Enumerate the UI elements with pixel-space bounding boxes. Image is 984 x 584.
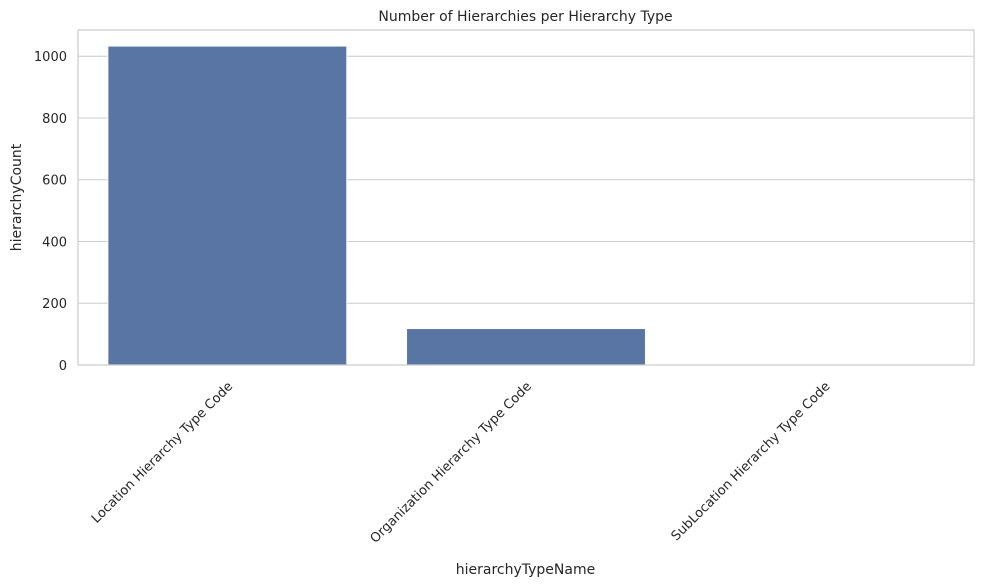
y-axis-label: hierarchyCount xyxy=(9,143,25,251)
x-tick-label: Location Hierarchy Type Code xyxy=(89,379,236,526)
x-axis-label: hierarchyTypeName xyxy=(456,562,595,578)
y-tick-label: 1000 xyxy=(34,50,67,65)
x-tick-label: Organization Hierarchy Type Code xyxy=(368,379,535,546)
y-tick-label: 0 xyxy=(59,359,67,374)
y-tick-label: 800 xyxy=(42,112,67,127)
plot-frame xyxy=(77,29,975,366)
y-tick-labels: 0 200 400 600 800 1000 xyxy=(34,50,67,374)
y-tick-label: 200 xyxy=(42,297,67,312)
y-tick-label: 400 xyxy=(42,235,67,250)
chart-title: Number of Hierarchies per Hierarchy Type xyxy=(378,9,672,25)
bar xyxy=(406,328,646,366)
bars xyxy=(107,45,945,366)
bar xyxy=(107,45,348,366)
x-tick-label: SubLocation Hierarchy Type Code xyxy=(669,379,834,544)
x-tick-labels: Location Hierarchy Type Code Organization… xyxy=(89,379,834,546)
y-tick-label: 600 xyxy=(42,174,67,189)
